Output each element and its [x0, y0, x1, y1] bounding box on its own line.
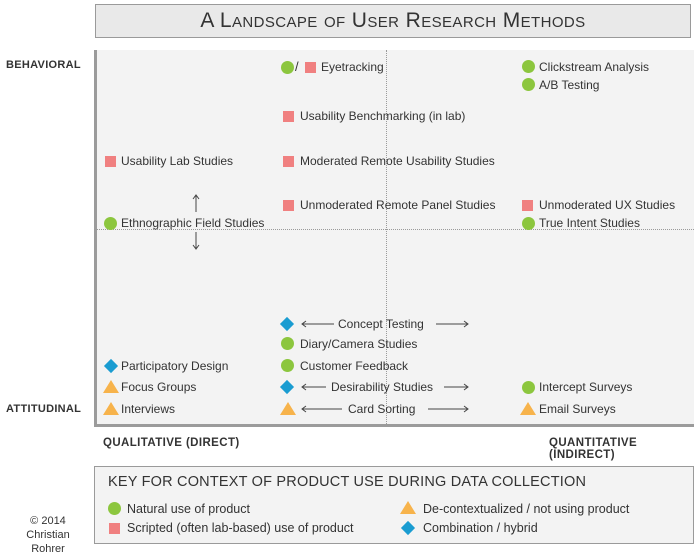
method-unmoderated-ux: Unmoderated UX Studies: [539, 198, 676, 212]
decontextualized-icon: [280, 402, 296, 415]
legend-box: [94, 466, 694, 544]
vertical-arrow-icon: [192, 194, 200, 250]
vertical-divider: [386, 50, 387, 424]
natural-use-icon: [522, 60, 535, 73]
axis-label-attitudinal: ATTITUDINAL: [6, 403, 82, 415]
scripted-use-icon: [105, 156, 116, 167]
legend-title: KEY FOR CONTEXT OF PRODUCT USE DURING DA…: [108, 474, 587, 490]
natural-use-icon: [104, 217, 117, 230]
method-customer-feedback: Customer Feedback: [300, 359, 409, 373]
copyright-year: © 2014: [30, 515, 66, 527]
scripted-use-icon: [305, 62, 316, 73]
legend-natural: Natural use of product: [127, 502, 250, 516]
method-focus-groups: Focus Groups: [121, 380, 197, 394]
title-banner: A Landscape of User Research Methods: [95, 4, 691, 38]
decontextualized-icon: [520, 402, 536, 415]
legend-decontextualized: De-contextualized / not using product: [423, 502, 630, 516]
horizontal-arrow-icon: [301, 383, 469, 391]
method-benchmarking: Usability Benchmarking (in lab): [300, 109, 466, 123]
method-ab-testing: A/B Testing: [539, 78, 600, 92]
decontextualized-icon: [103, 380, 119, 393]
method-unmoderated-panel: Unmoderated Remote Panel Studies: [300, 198, 496, 212]
method-concept-testing: Concept Testing: [338, 317, 424, 331]
legend-scripted: Scripted (often lab-based) use of produc…: [127, 521, 354, 535]
legend-combination: Combination / hybrid: [423, 521, 538, 535]
method-diary: Diary/Camera Studies: [300, 337, 418, 351]
page-title: A Landscape of User Research Methods: [200, 9, 586, 32]
decontextualized-icon: [103, 402, 119, 415]
axis-label-quantitative: QUANTITATIVE (INDIRECT): [549, 437, 638, 461]
scripted-use-icon: [283, 200, 294, 211]
method-email-surveys: Email Surveys: [539, 402, 616, 416]
method-ethnographic: Ethnographic Field Studies: [121, 216, 265, 230]
method-interviews: Interviews: [121, 402, 176, 416]
method-moderated-remote: Moderated Remote Usability Studies: [300, 154, 495, 168]
natural-use-icon: [108, 502, 121, 515]
scripted-use-icon: [283, 156, 294, 167]
method-participatory: Participatory Design: [121, 359, 229, 373]
method-clickstream: Clickstream Analysis: [539, 60, 650, 74]
method-card-sorting: Card Sorting: [348, 402, 416, 416]
horizontal-arrow-icon: [301, 320, 469, 328]
natural-use-icon: [522, 217, 535, 230]
scripted-use-icon: [283, 111, 294, 122]
method-eyetracking: Eyetracking: [321, 60, 384, 74]
natural-use-icon: [522, 381, 535, 394]
horizontal-arrow-icon: [301, 405, 469, 413]
method-true-intent: True Intent Studies: [539, 216, 640, 230]
method-intercept: Intercept Surveys: [539, 380, 633, 394]
axis-label-behavioral: BEHAVIORAL: [6, 59, 81, 71]
horizontal-divider: [97, 229, 694, 230]
scripted-use-icon: [522, 200, 533, 211]
decontextualized-icon: [400, 501, 416, 514]
plot-area: [94, 50, 694, 427]
axis-label-qualitative: QUALITATIVE (DIRECT): [103, 437, 240, 449]
slash-separator: /: [295, 59, 299, 74]
natural-use-icon: [522, 78, 535, 91]
natural-use-icon: [281, 359, 294, 372]
natural-use-icon: [281, 61, 294, 74]
copyright-author: Christian Rohrer: [26, 529, 70, 555]
natural-use-icon: [281, 337, 294, 350]
method-desirability: Desirability Studies: [331, 380, 434, 394]
method-lab-studies: Usability Lab Studies: [121, 154, 234, 168]
copyright: © 2014 Christian Rohrer: [8, 514, 88, 556]
scripted-use-icon: [109, 523, 120, 534]
